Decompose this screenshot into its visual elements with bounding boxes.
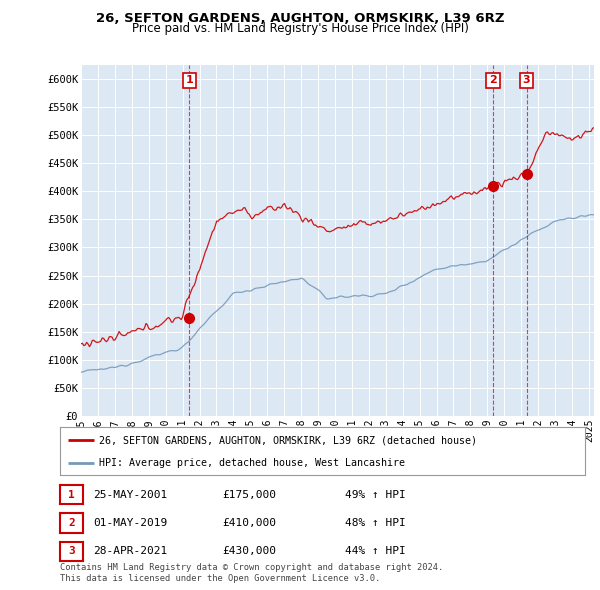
Text: 48% ↑ HPI: 48% ↑ HPI: [345, 518, 406, 528]
Text: 2: 2: [489, 76, 497, 86]
Text: 3: 3: [523, 76, 530, 86]
Text: 49% ↑ HPI: 49% ↑ HPI: [345, 490, 406, 500]
Text: 1: 1: [68, 490, 75, 500]
Text: £430,000: £430,000: [222, 546, 276, 556]
Text: £410,000: £410,000: [222, 518, 276, 528]
Text: HPI: Average price, detached house, West Lancashire: HPI: Average price, detached house, West…: [100, 458, 406, 468]
Text: Price paid vs. HM Land Registry's House Price Index (HPI): Price paid vs. HM Land Registry's House …: [131, 22, 469, 35]
Text: 3: 3: [68, 546, 75, 556]
Text: 2: 2: [68, 518, 75, 528]
Text: Contains HM Land Registry data © Crown copyright and database right 2024.: Contains HM Land Registry data © Crown c…: [60, 563, 443, 572]
Text: 44% ↑ HPI: 44% ↑ HPI: [345, 546, 406, 556]
Text: This data is licensed under the Open Government Licence v3.0.: This data is licensed under the Open Gov…: [60, 574, 380, 583]
Text: 01-MAY-2019: 01-MAY-2019: [93, 518, 167, 528]
Text: £175,000: £175,000: [222, 490, 276, 500]
Text: 25-MAY-2001: 25-MAY-2001: [93, 490, 167, 500]
Text: 26, SEFTON GARDENS, AUGHTON, ORMSKIRK, L39 6RZ: 26, SEFTON GARDENS, AUGHTON, ORMSKIRK, L…: [96, 12, 504, 25]
Text: 1: 1: [185, 76, 193, 86]
Text: 28-APR-2021: 28-APR-2021: [93, 546, 167, 556]
Text: 26, SEFTON GARDENS, AUGHTON, ORMSKIRK, L39 6RZ (detached house): 26, SEFTON GARDENS, AUGHTON, ORMSKIRK, L…: [100, 435, 478, 445]
